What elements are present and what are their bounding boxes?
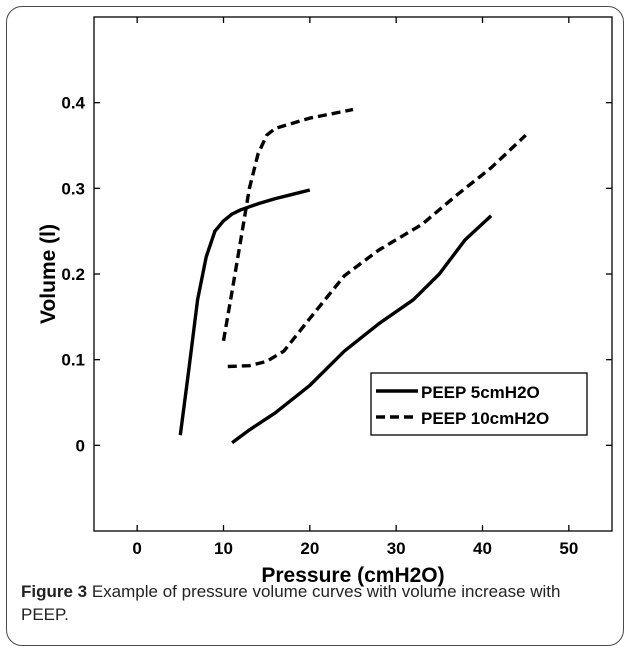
axis-ticks [94, 17, 612, 531]
y-tick-labels: 0 0.1 0.2 0.3 0.4 [61, 94, 85, 456]
legend-box [370, 372, 588, 436]
y-tick-label: 0.4 [61, 94, 85, 113]
legend-label-peep5: PEEP 5cmH2O [421, 383, 540, 402]
x-tick-label: 40 [473, 539, 492, 558]
legend-label-peep10: PEEP 10cmH2O [421, 409, 549, 428]
series-line-peep5-segment-1 [178, 188, 311, 436]
series-line-peep10-segment-2 [227, 133, 527, 369]
x-tick-label: 20 [300, 539, 319, 558]
x-tick-labels: 0 10 20 30 40 50 [132, 539, 578, 558]
plot-area [93, 16, 613, 532]
caption-label: Figure 3 [21, 582, 88, 601]
series-lines [178, 107, 527, 445]
x-axis-label: Pressure (cmH2O) [261, 564, 444, 587]
x-tick-label: 0 [132, 539, 141, 558]
legend: PEEP 5cmH2O PEEP 10cmH2O [370, 372, 588, 436]
x-tick-label: 10 [214, 539, 233, 558]
x-tick-label: 50 [559, 539, 578, 558]
y-tick-label: 0.3 [61, 179, 85, 198]
y-tick-label: 0 [76, 436, 85, 455]
x-tick-label: 30 [387, 539, 406, 558]
y-tick-label: 0.2 [61, 265, 85, 284]
y-tick-label: 0.1 [61, 351, 85, 370]
caption-text: Example of pressure volume curves with v… [21, 582, 561, 624]
y-axis-label: Volume (l) [37, 224, 60, 324]
figure-caption: Figure 3 Example of pressure volume curv… [21, 580, 611, 626]
series-line-peep5-segment-2 [231, 214, 493, 445]
series-line-peep10-segment-1 [221, 107, 354, 342]
